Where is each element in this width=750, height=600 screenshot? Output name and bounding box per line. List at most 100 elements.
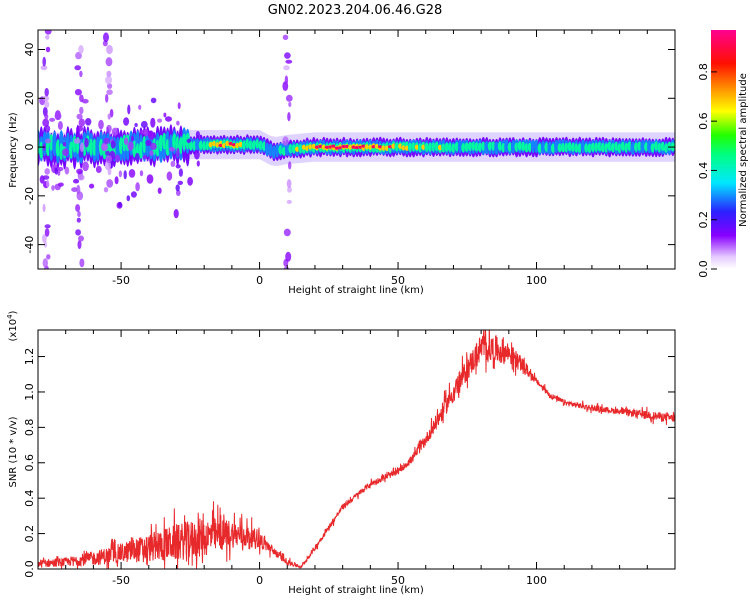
spectrogram-cell bbox=[62, 148, 69, 157]
spectrogram-cell bbox=[305, 145, 310, 151]
spectrogram-cell bbox=[261, 141, 267, 151]
snr-xlabel: Height of straight line (km) bbox=[288, 585, 424, 596]
spectrogram-cell bbox=[594, 142, 599, 152]
spectrogram-cell bbox=[98, 138, 104, 156]
y-tick-label: -20 bbox=[23, 187, 36, 205]
spectrogram-cell bbox=[295, 146, 300, 152]
spectrogram-cell bbox=[163, 112, 167, 118]
y-tick-label: 1.0 bbox=[23, 383, 36, 401]
spectrogram-cell bbox=[501, 143, 506, 153]
spectrogram-cell bbox=[414, 144, 420, 150]
spectrogram-cell bbox=[173, 209, 179, 219]
spectrogram-noise-cell bbox=[101, 143, 108, 151]
spectrogram-noise-cell bbox=[285, 94, 293, 102]
spectrogram-cell bbox=[527, 142, 533, 152]
spectrogram-noise-cell bbox=[44, 168, 50, 175]
spectrogram-cell bbox=[150, 117, 156, 128]
spectrogram-cell bbox=[51, 185, 55, 191]
spectrogram-cell bbox=[381, 145, 386, 151]
spectrogram-xlabel: Height of straight line (km) bbox=[288, 285, 424, 296]
spectrogram-cell bbox=[491, 141, 496, 151]
spectrogram-cell bbox=[278, 145, 283, 155]
spectrogram-cell bbox=[139, 170, 144, 177]
spectrogram-cell bbox=[351, 145, 356, 149]
spectrogram-cell bbox=[52, 131, 57, 157]
spectrogram-cell bbox=[135, 152, 140, 162]
spectrogram-noise-cell bbox=[105, 57, 113, 67]
spectrogram-cell bbox=[557, 143, 562, 153]
spectrogram-cell bbox=[361, 144, 366, 148]
spectrogram-cell bbox=[358, 145, 363, 149]
spectrogram-cell bbox=[667, 141, 672, 151]
spectrogram-cell bbox=[218, 143, 223, 148]
spectrogram-cell bbox=[82, 161, 89, 172]
spectrogram-noise-cell bbox=[286, 199, 292, 204]
spectrogram-cell bbox=[95, 136, 101, 162]
spectrogram-noise-cell bbox=[42, 234, 47, 243]
spectrogram-cell bbox=[487, 141, 493, 151]
spectrogram-cell bbox=[517, 141, 523, 151]
spectrogram-cell bbox=[617, 143, 622, 153]
spectrogram-cell bbox=[143, 128, 149, 137]
spectrogram-cell bbox=[89, 183, 95, 189]
spectrogram-cell bbox=[421, 144, 426, 150]
spectrogram-cell bbox=[225, 140, 230, 147]
spectrogram-ticks: -50 0 50 100 -40 -20 0 20 40 bbox=[23, 30, 676, 287]
spectrogram-noise-cell bbox=[105, 75, 113, 85]
colorbar: 0.0 0.2 0.4 0.6 0.8 Normalized spectral ampl… bbox=[697, 30, 749, 278]
spectrogram-cell bbox=[175, 184, 180, 192]
spectrogram-cell bbox=[364, 144, 370, 150]
spectrogram-noise-cell bbox=[44, 87, 49, 97]
spectrogram-noise-cell bbox=[103, 137, 110, 145]
spectrogram-noise-cell bbox=[288, 101, 292, 107]
spectrogram-noise-cell bbox=[42, 56, 46, 67]
spectrogram-cell bbox=[155, 139, 160, 157]
spectrogram-noise-cell bbox=[44, 30, 52, 35]
spectrogram-cell bbox=[461, 143, 466, 153]
spectrogram-cell bbox=[195, 131, 200, 138]
spectrogram-cell bbox=[170, 160, 176, 167]
spectrogram-cell bbox=[128, 169, 136, 178]
spectrogram-noise-cell bbox=[79, 258, 85, 268]
spectrogram-noise-cell bbox=[286, 179, 292, 189]
spectrogram-noise-cell bbox=[77, 240, 82, 250]
spectrogram-panel: -50 0 50 100 -40 -20 0 20 40 Height of straight … bbox=[8, 29, 676, 296]
spectrogram-cell bbox=[614, 141, 619, 151]
spectrogram-cell bbox=[321, 144, 326, 150]
spectrogram-cell bbox=[524, 143, 529, 153]
spectrogram-cell bbox=[484, 140, 489, 155]
spectrogram-ylabel: Frequency (Hz) bbox=[8, 112, 19, 188]
spectrogram-noise-cell bbox=[79, 70, 83, 78]
spectrogram-cell bbox=[444, 142, 449, 152]
spectrogram-cell bbox=[110, 140, 116, 149]
spectrogram-cell bbox=[315, 145, 320, 149]
spectrogram-cell bbox=[477, 142, 483, 152]
spectrogram-noise-cell bbox=[44, 224, 51, 229]
spectrogram-cell bbox=[255, 139, 260, 149]
spectrogram-noise-cell bbox=[44, 228, 50, 237]
spectrogram-noise-cell bbox=[75, 229, 81, 236]
spectrogram-cell bbox=[627, 141, 632, 151]
spectrogram-noise-cell bbox=[76, 168, 83, 175]
spectrogram-noise-cell bbox=[45, 34, 50, 40]
spectrogram-cell bbox=[650, 143, 655, 153]
spectrogram-frame bbox=[37, 29, 676, 270]
spectrogram-cell bbox=[89, 138, 94, 156]
spectrogram-cell bbox=[248, 140, 253, 150]
spectrogram-cell bbox=[123, 170, 127, 180]
spectrogram-noise-cell bbox=[74, 65, 81, 71]
spectrogram-cell bbox=[49, 117, 56, 122]
spectrogram-cell bbox=[560, 143, 566, 153]
spectrogram-cell bbox=[195, 138, 200, 152]
spectrogram-cell bbox=[158, 134, 164, 152]
spectrogram-cell bbox=[331, 144, 336, 148]
spectrogram-cell bbox=[135, 182, 140, 192]
spectrogram-cell bbox=[481, 141, 486, 151]
y-tick-label: 0.2 bbox=[23, 525, 36, 543]
spectrogram-cell bbox=[577, 143, 582, 153]
x-tick-label: -50 bbox=[112, 274, 130, 287]
spectrogram-cell bbox=[464, 142, 469, 152]
spectrogram-noise-cell bbox=[107, 113, 111, 120]
spectrogram-noise-cell bbox=[76, 113, 83, 120]
spectrogram-cell bbox=[541, 140, 546, 154]
